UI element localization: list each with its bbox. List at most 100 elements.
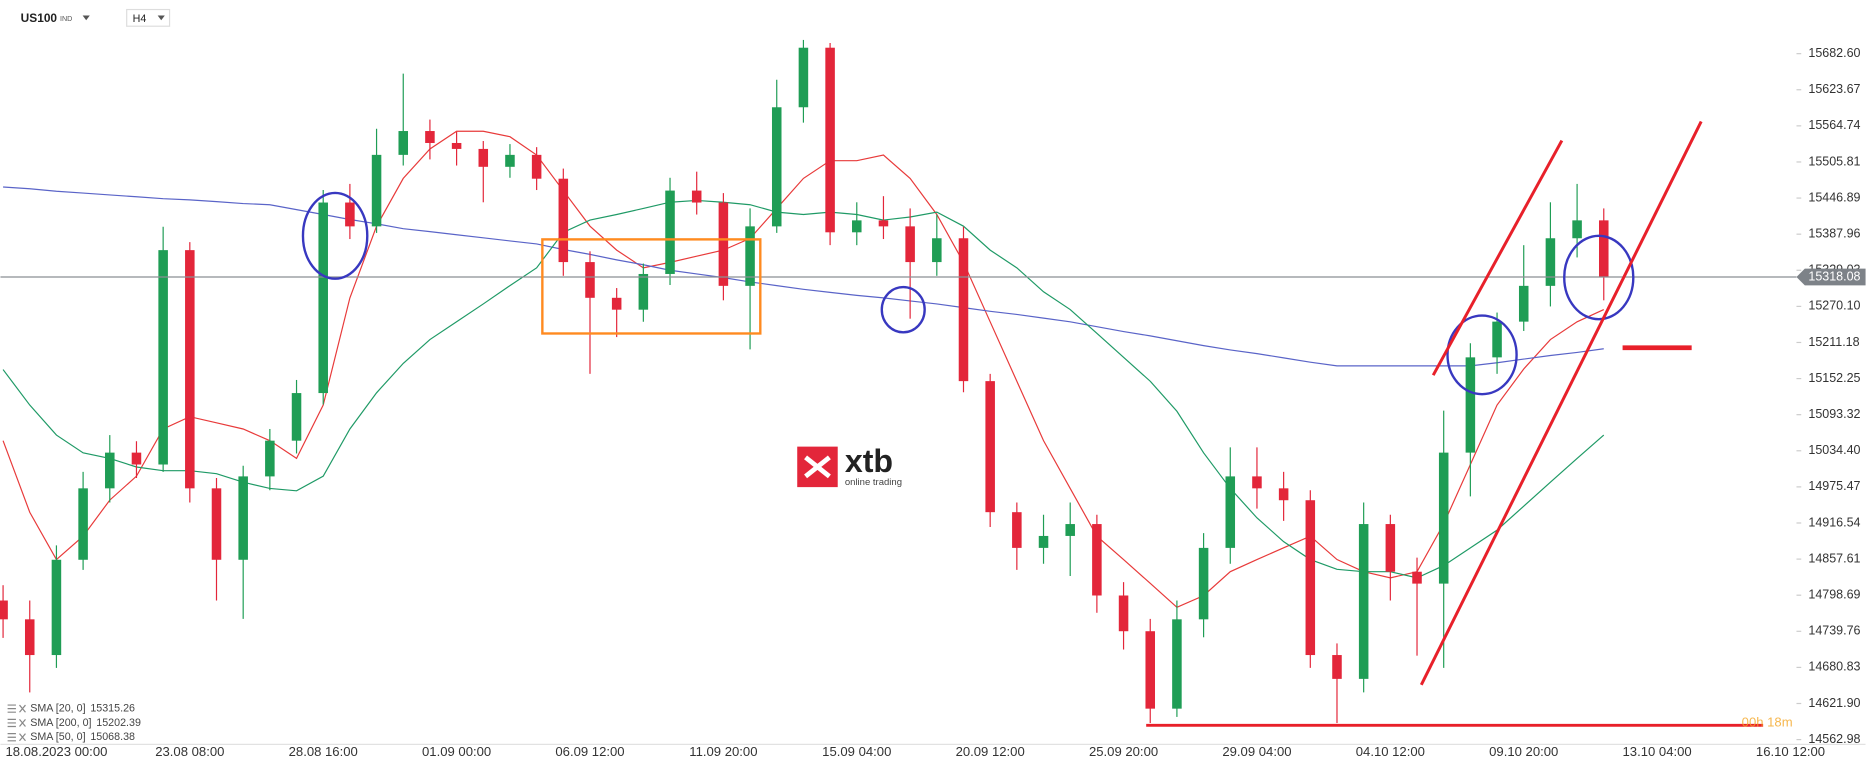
candle-body	[531, 154, 542, 179]
highlight-circle	[301, 191, 369, 280]
candle-body	[1465, 357, 1476, 453]
candle-body	[932, 238, 942, 263]
candle-body	[398, 131, 409, 155]
sma-line	[3, 186, 1604, 367]
candle-body	[852, 220, 862, 233]
candle-body	[558, 178, 569, 263]
trend-line	[1419, 120, 1703, 686]
x-tick-label: 06.09 12:00	[555, 744, 624, 759]
legend-value: 15202.39	[96, 717, 141, 729]
x-tick-label: 23.08 08:00	[155, 744, 224, 759]
candle-body	[1492, 321, 1502, 358]
y-tick-label: 15093.32	[1808, 407, 1860, 421]
legend-name: SMA [20, 0]	[30, 702, 85, 714]
legend-value: 15068.38	[90, 731, 135, 743]
symbol: US100	[21, 11, 58, 25]
candle-body	[1385, 524, 1396, 572]
candle-body	[78, 488, 88, 560]
symbol-dropdown[interactable]	[82, 15, 90, 21]
legend-icon	[7, 733, 26, 742]
candle-body	[771, 107, 782, 227]
x-tick-label: 18.08.2023 00:00	[5, 744, 107, 759]
candle-body	[131, 452, 142, 465]
drawings	[301, 120, 1764, 727]
candle-body	[371, 154, 382, 227]
x-tick-label: 09.10 20:00	[1489, 744, 1558, 759]
x-tick-label: 28.08 16:00	[289, 744, 358, 759]
candle-body	[158, 250, 168, 465]
y-tick-label: 14562.98	[1808, 732, 1860, 746]
candle-timer: 00h 18m	[1742, 714, 1793, 729]
candle-body	[1172, 619, 1182, 709]
y-tick-label: 14916.54	[1808, 515, 1860, 529]
candle-body	[1438, 452, 1449, 584]
candle-body	[1572, 220, 1582, 239]
candle-body	[825, 47, 835, 233]
candle-body	[798, 47, 809, 108]
symbol-type: IND	[60, 15, 72, 23]
x-tick-label: 25.09 20:00	[1089, 744, 1158, 759]
y-tick-label: 15152.25	[1808, 371, 1860, 385]
highlight-circle	[880, 285, 926, 334]
trend-line	[1431, 139, 1564, 376]
legend-entry: SMA [200, 0] 15202.39	[30, 717, 141, 729]
current-price-tag	[1796, 268, 1866, 286]
candle-body	[665, 190, 675, 274]
x-tick-label: 20.09 12:00	[956, 744, 1025, 759]
highlight-circle	[1563, 234, 1635, 321]
candle-body	[905, 226, 915, 263]
candle-body	[238, 476, 248, 560]
legend-entry: SMA [20, 0] 15315.26	[30, 702, 135, 714]
logo: xtb online trading	[797, 443, 902, 488]
candle-body	[1332, 655, 1342, 679]
candle-body	[1278, 488, 1289, 501]
candle-body	[718, 202, 729, 286]
y-tick-label: 15623.67	[1808, 82, 1860, 96]
x-tick-label: 15.09 04:00	[822, 744, 891, 759]
highlight-circle	[1446, 314, 1518, 396]
candle-body	[1358, 524, 1369, 679]
candle-body	[1065, 524, 1075, 536]
interval: H4	[133, 13, 147, 25]
x-tick-label: 16.10 12:00	[1756, 744, 1825, 759]
logo-tagline: online trading	[845, 477, 902, 488]
logo-x	[804, 455, 831, 479]
y-tick-label: 15682.60	[1808, 46, 1860, 60]
y-tick-label: 14975.47	[1808, 479, 1860, 493]
candle-body	[1038, 535, 1049, 548]
candle-body	[985, 381, 995, 513]
candle-body	[478, 148, 489, 167]
legend-entry: SMA [50, 0] 15068.38	[30, 731, 135, 743]
candle-body	[1225, 476, 1236, 548]
candle-body	[878, 220, 889, 227]
candle-body	[1518, 285, 1529, 322]
y-tick-label: 15387.96	[1808, 226, 1860, 240]
candle-body	[691, 190, 702, 203]
y-tick-label: 14798.69	[1808, 587, 1860, 601]
y-tick-label: 15211.18	[1808, 335, 1859, 349]
interval-dropdown	[157, 15, 165, 21]
y-tick-label: 15270.10	[1808, 299, 1860, 313]
candle-body	[0, 600, 8, 620]
legend-icon	[7, 718, 26, 728]
legend-icon	[7, 704, 26, 713]
x-tick-label: 04.10 12:00	[1356, 744, 1425, 759]
candle-body	[638, 273, 649, 310]
candle-body	[51, 559, 62, 656]
candle-body	[451, 142, 462, 149]
x-tick-label: 29.09 04:00	[1222, 744, 1291, 759]
candle-body	[1305, 500, 1316, 656]
candle-body	[105, 452, 115, 489]
candle-body	[1012, 512, 1022, 548]
candle-body	[1198, 547, 1209, 620]
candle-body	[958, 238, 969, 382]
legend-value: 15315.26	[90, 702, 135, 714]
x-tick-label: 01.09 00:00	[422, 744, 491, 759]
candle-body	[318, 202, 328, 394]
interval-select[interactable]	[126, 8, 171, 27]
legend-name: SMA [50, 0]	[30, 731, 85, 743]
y-tick-label: 15034.40	[1808, 443, 1860, 457]
candle-body	[1092, 524, 1102, 596]
